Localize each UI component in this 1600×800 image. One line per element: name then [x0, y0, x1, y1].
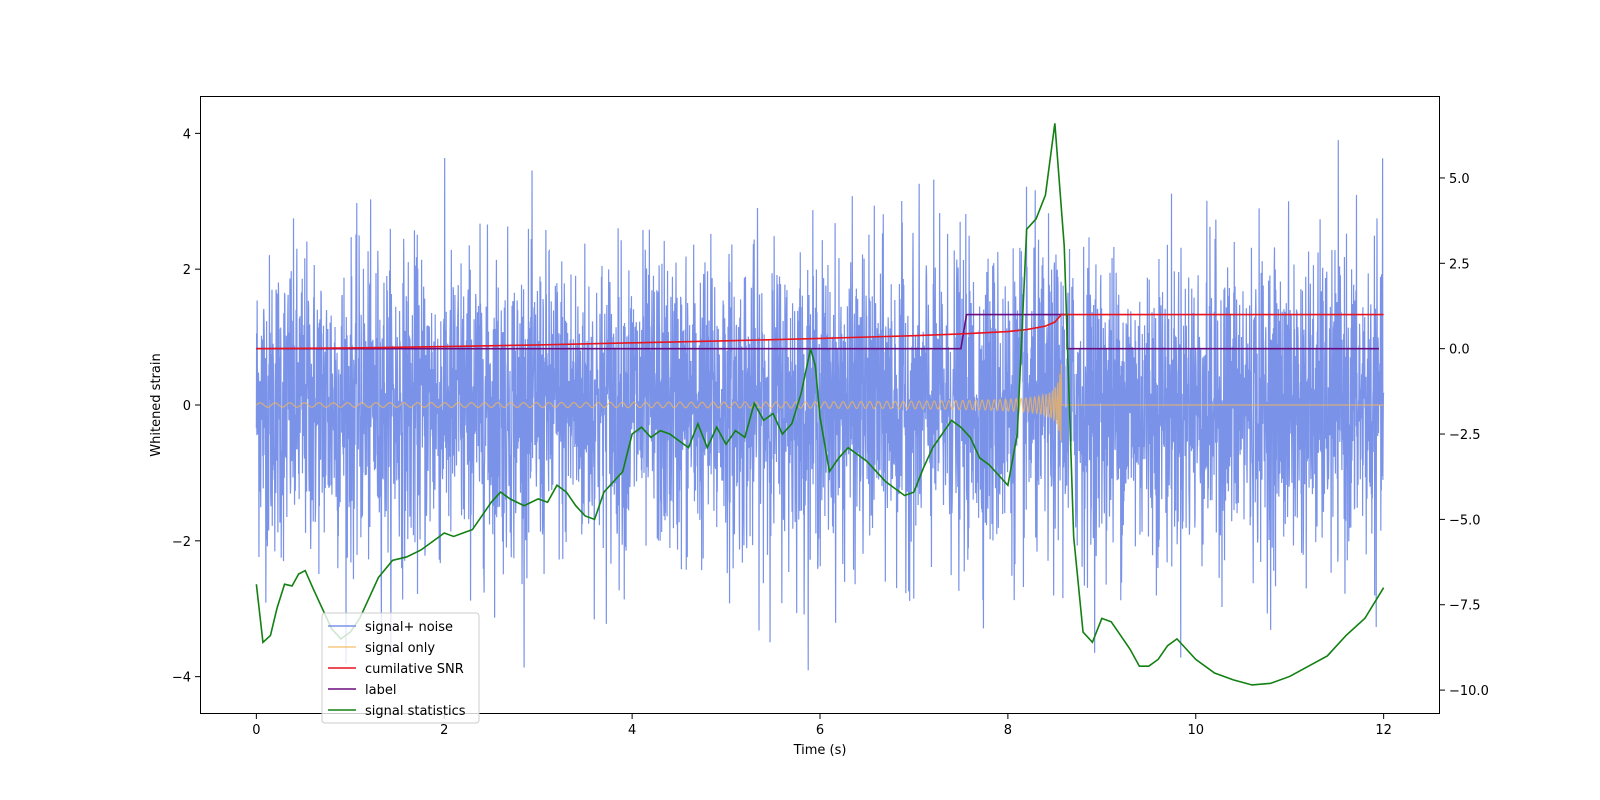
legend-entry-label: signal+ noise [365, 620, 453, 635]
y-tick-label: 2 [183, 263, 191, 278]
x-tick-label: 2 [440, 723, 448, 738]
series-label-line [256, 313, 1379, 350]
y-axis-label: Whitened strain [149, 353, 164, 456]
y2-tick-label: −2.5 [1449, 428, 1481, 443]
axis-ticks: 0 2 4 6 8 10 12 −4 −2 0 2 4 −10.0 −7.5 −5.0 −2.5 0.0 2.5 5… [172, 127, 1489, 738]
y2-tick-label: −5.0 [1449, 513, 1481, 528]
y-tick-label: 4 [183, 127, 191, 142]
x-tick-label: 4 [628, 723, 636, 738]
y2-tick-label: 2.5 [1449, 257, 1470, 272]
y-tick-label: −2 [172, 535, 191, 550]
legend-entry-label: signal only [365, 641, 435, 656]
y-tick-label: −4 [172, 671, 191, 686]
x-tick-label: 0 [252, 723, 260, 738]
legend-box [321, 612, 480, 724]
series-cumulative-snr-line [256, 313, 1384, 350]
series-signal-noise-line [255, 140, 1385, 671]
axes-frame [200, 96, 1440, 714]
x-tick-label: 12 [1375, 723, 1392, 738]
series-signal-only-line [255, 364, 1384, 442]
series-signal-statistics-line [255, 123, 1385, 686]
plot-area [255, 123, 1385, 686]
y2-tick-label: 0.0 [1449, 343, 1470, 358]
legend: signal+ noise signal only cumilative SNR la… [321, 612, 480, 724]
x-axis-label: Time (s) [793, 743, 847, 758]
y2-tick-label: −10.0 [1449, 684, 1489, 699]
y-tick-label: 0 [183, 399, 191, 414]
x-tick-label: 10 [1187, 723, 1204, 738]
x-tick-label: 8 [1004, 723, 1012, 738]
y2-tick-label: −7.5 [1449, 599, 1481, 614]
legend-entry-label: cumilative SNR [365, 662, 464, 677]
legend-entry-label: signal statistics [365, 704, 466, 719]
y2-tick-label: 5.0 [1449, 172, 1470, 187]
legend-entry-label: label [365, 683, 396, 698]
x-tick-label: 6 [816, 723, 824, 738]
